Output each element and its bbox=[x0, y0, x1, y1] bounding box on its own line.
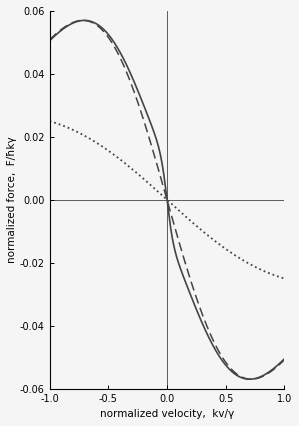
Y-axis label: normalized force,  F/ħkγ: normalized force, F/ħkγ bbox=[7, 136, 17, 263]
X-axis label: normalized velocity,  kv/γ: normalized velocity, kv/γ bbox=[100, 409, 234, 419]
